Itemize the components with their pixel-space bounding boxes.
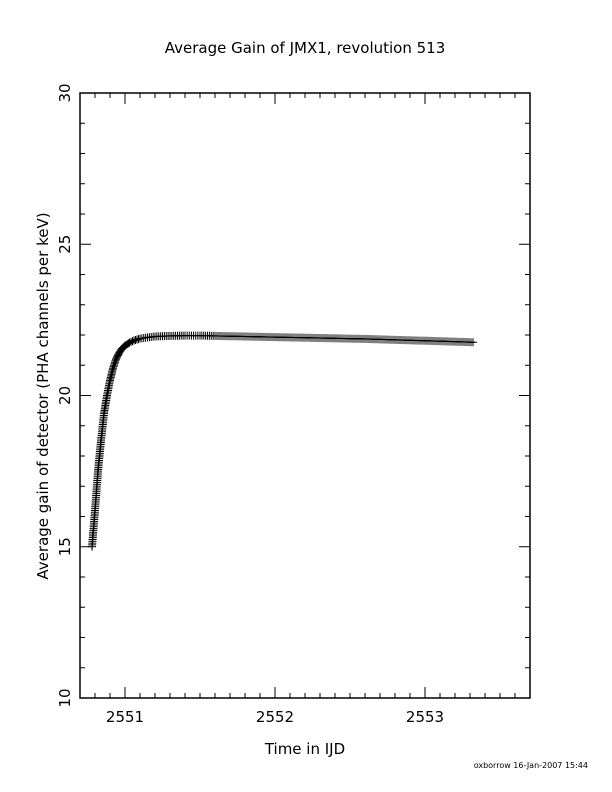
data-series — [88, 331, 477, 551]
x-tick-label: 2553 — [406, 708, 444, 726]
chart-title: Average Gain of JMX1, revolution 513 — [165, 39, 446, 57]
data-point — [469, 338, 477, 347]
x-tick-label: 2552 — [256, 708, 294, 726]
axis-ticks — [79, 92, 531, 699]
y-tick-label: 15 — [56, 537, 74, 556]
x-axis-label: Time in IJD — [264, 740, 345, 758]
y-tick-label: 10 — [56, 688, 74, 707]
y-tick-label: 25 — [56, 235, 74, 254]
y-tick-label: 20 — [56, 386, 74, 405]
timestamp-footer: oxborrow 16-Jan-2007 15:44 — [474, 761, 588, 770]
plot-frame — [79, 92, 531, 699]
axis-tick-labels: 2551 2552 2553 10 15 20 25 30 — [56, 83, 444, 726]
y-axis-label: Average gain of detector (PHA channels p… — [34, 212, 52, 579]
x-tick-label: 2551 — [106, 708, 144, 726]
y-tick-label: 30 — [56, 83, 74, 102]
